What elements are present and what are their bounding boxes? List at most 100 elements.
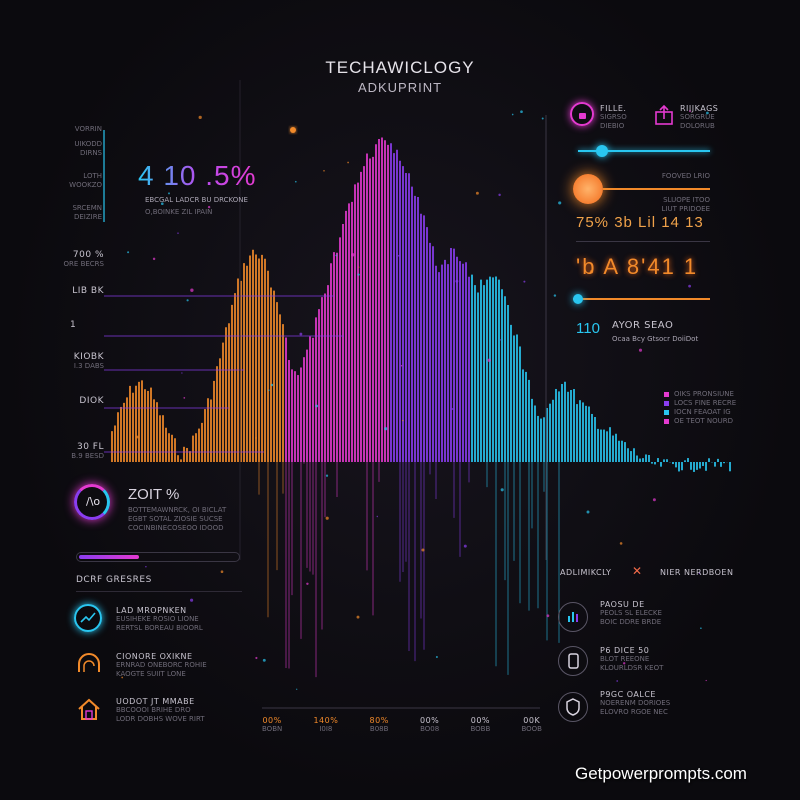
main-metric-caption: EBCGAL LADCR BU DRCKONE bbox=[145, 196, 248, 204]
particle bbox=[421, 548, 425, 552]
list-item[interactable]: P9GC OALCE NOERENM DORIOES ELOVRO RGOE N… bbox=[600, 690, 670, 717]
left-label: LOTH WOOKZO bbox=[69, 172, 102, 189]
particle bbox=[190, 598, 194, 602]
x-tick-value: 00% bbox=[262, 716, 282, 725]
upload-icon bbox=[654, 104, 674, 126]
particle bbox=[435, 655, 438, 659]
row-title: AYOR SEAO bbox=[612, 320, 674, 331]
particle bbox=[463, 544, 467, 548]
orange-knob[interactable] bbox=[573, 174, 603, 204]
x-axis-labels: 00% BOBN 140% I0I8 80% B08B 00% BO08 00% BOBB… bbox=[262, 716, 542, 734]
dome-icon bbox=[76, 652, 102, 674]
page-subtitle: ADKUPRINT bbox=[357, 80, 443, 95]
lock-icon bbox=[570, 102, 594, 126]
adv-left: ADLIMIKCLY bbox=[560, 568, 612, 577]
slider-caption: SLUOPE ITOO LIUT PRIDOEE bbox=[636, 196, 710, 214]
axis-caption: ORE BECRS bbox=[63, 260, 104, 268]
house-icon bbox=[76, 696, 102, 722]
particle bbox=[400, 364, 403, 367]
x-tick: 00% BOBB bbox=[470, 716, 490, 734]
particle bbox=[270, 383, 274, 387]
particle bbox=[357, 273, 360, 276]
particle bbox=[335, 254, 338, 257]
divider bbox=[576, 241, 710, 242]
slider-track[interactable] bbox=[578, 145, 710, 157]
slider-knob[interactable] bbox=[573, 294, 583, 304]
axis-caption: B.9 BESD bbox=[71, 452, 104, 460]
particle bbox=[255, 437, 257, 439]
particle bbox=[152, 257, 156, 261]
particle bbox=[136, 435, 140, 439]
list-item[interactable]: CIONORE OXIKNE ERNRAD ONEBORC ROHIE KAOG… bbox=[116, 652, 207, 679]
badge-sub: DIEBIO bbox=[600, 122, 625, 130]
particle bbox=[198, 115, 202, 120]
page-title: TECHAWICLOGY bbox=[325, 58, 475, 77]
x-tick: 00% BO08 bbox=[420, 716, 439, 734]
particle bbox=[688, 284, 691, 288]
item-title: PAOSU DE bbox=[600, 600, 645, 609]
bars-icon bbox=[558, 602, 588, 632]
axis-value: LIB BK bbox=[72, 286, 104, 296]
caption-line: LIUT PRIDOEE bbox=[661, 205, 710, 213]
legend-entry: OIKS PRONSIUNE bbox=[664, 390, 736, 399]
axis-value: 1 bbox=[70, 320, 77, 330]
x-tick-value: 140% bbox=[313, 716, 339, 725]
scroll-track[interactable] bbox=[76, 552, 240, 562]
slider-knob[interactable] bbox=[596, 145, 608, 157]
item-desc: KLOURLDSR KEOT bbox=[600, 664, 664, 672]
close-icon[interactable]: ✕ bbox=[632, 564, 643, 578]
particle bbox=[623, 662, 626, 665]
item-desc: NOERENM DORIOES bbox=[600, 699, 671, 707]
particle bbox=[520, 110, 523, 114]
x-tick-value: 00K bbox=[523, 716, 541, 725]
gauge-line: COCINBINECOSEOO IDOOD bbox=[128, 524, 224, 532]
readout-b: 'b A 8'41 1 bbox=[576, 254, 699, 279]
item-desc: ERNRAD ONEBORC ROHIE bbox=[116, 661, 207, 669]
gauge-value: ZOIT % bbox=[128, 486, 180, 503]
badge-text: FILLE. SIGRSO DIEBIO bbox=[600, 104, 627, 131]
legend-entry: IOCN FEAOAT IG bbox=[664, 408, 736, 417]
item-desc: KAOGTE SUIIT LONE bbox=[116, 670, 186, 678]
list-item[interactable]: PAOSU DE PEOLS SL ELECKE BOIC DDRE BRDE bbox=[600, 600, 662, 627]
x-tick: 140% I0I8 bbox=[313, 716, 338, 734]
item-desc: BLOT REEONE bbox=[600, 655, 650, 663]
particle bbox=[177, 232, 179, 234]
particle bbox=[323, 169, 325, 172]
particle bbox=[586, 510, 590, 514]
particle bbox=[475, 191, 479, 195]
adv-right: NIER NERDBOEN bbox=[660, 568, 734, 577]
list-item[interactable]: P6 DICE 50 BLOT REEONE KLOURLDSR KEOT bbox=[600, 646, 663, 673]
badge-title: FILLE. bbox=[600, 104, 627, 113]
x-tick-value: 80% bbox=[369, 716, 389, 725]
main-metric-sub: O,BOINKE ZIL IPAIN bbox=[145, 208, 213, 216]
x-tick: 00% BOBN bbox=[262, 716, 282, 734]
item-title: P6 DICE 50 bbox=[600, 646, 650, 655]
particle bbox=[183, 397, 186, 399]
particle bbox=[689, 110, 691, 113]
particle bbox=[523, 280, 526, 283]
particle bbox=[698, 572, 701, 575]
particle bbox=[294, 180, 297, 183]
slider-track[interactable] bbox=[573, 294, 710, 304]
left-axis-labels: 700 % ORE BECRS LIB BK 1 KIOBK I.3 DABS DI… bbox=[40, 250, 104, 461]
x-tick-caption: I0I8 bbox=[319, 725, 333, 733]
left-label: UIKODD DIRNS bbox=[74, 140, 102, 157]
particle bbox=[652, 498, 656, 502]
particle bbox=[121, 676, 124, 679]
list-item[interactable]: LAD MROPNKEN EUSIHEKE ROSIO LIONE RERTSL… bbox=[116, 606, 203, 633]
scroll-thumb[interactable] bbox=[79, 555, 139, 559]
particle bbox=[500, 488, 504, 492]
gauge-ring: /\o bbox=[74, 484, 110, 520]
main-metric-value: 4 10 .5% bbox=[138, 160, 257, 191]
item-desc: RERTSL BOREAU BIOORL bbox=[116, 624, 203, 632]
x-tick: 00K BOOB bbox=[521, 716, 542, 734]
slider-track[interactable] bbox=[603, 188, 710, 190]
particle bbox=[306, 582, 309, 586]
particle bbox=[455, 279, 459, 283]
list-item[interactable]: UODOT JT MMABE BBCOOOI BRIHE DRO LODR DO… bbox=[116, 697, 205, 724]
x-tick-value: 00% bbox=[470, 716, 491, 725]
particle bbox=[589, 270, 594, 274]
particle bbox=[268, 389, 270, 391]
particle bbox=[325, 516, 329, 520]
